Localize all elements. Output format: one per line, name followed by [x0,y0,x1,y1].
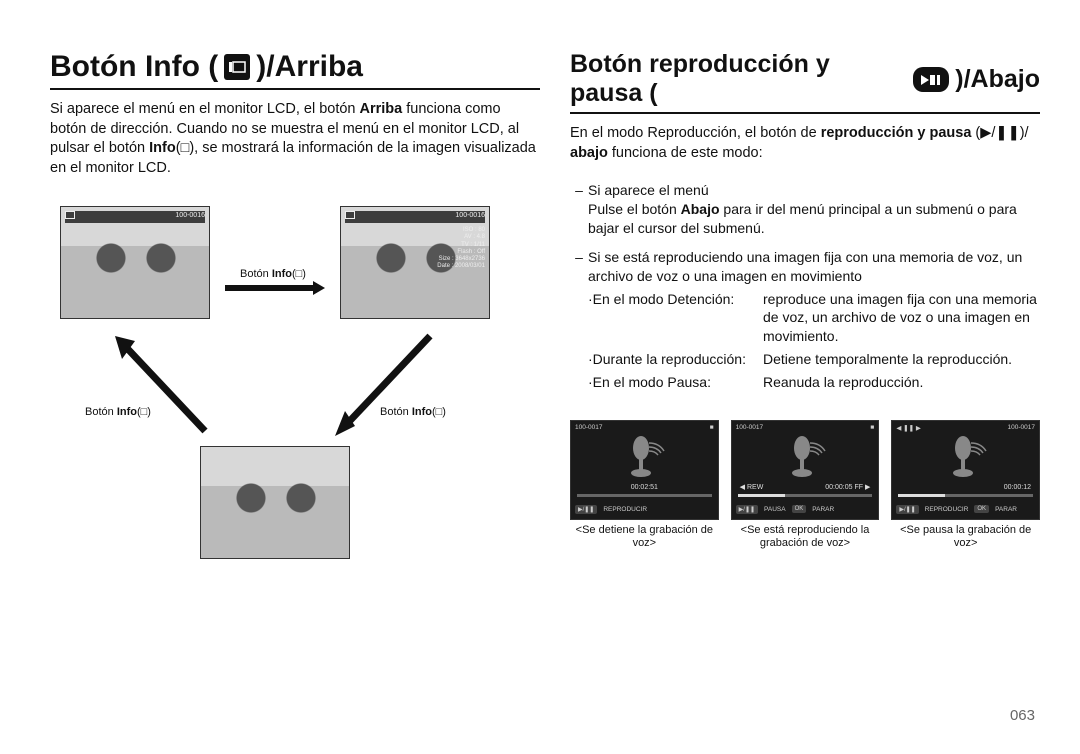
footer-text: PARAR [812,506,834,513]
info-display-icon [224,54,250,80]
thumb-basic-overlay: 100-0016 [60,206,210,319]
voice-screen: 100-0017 ■ ◀ REW 00:00:05 FF ▶ ▶/❚❚ PAUS… [731,420,880,520]
bullet1-line2: Pulse el botón Abajo para ir del menú pr… [588,200,1040,238]
mode-stop-label: ·En el modo Detención: [588,290,763,347]
voice-footer: ▶/❚❚ PAUSA OK PARAR [736,503,875,515]
right-column: Botón reproducción y pausa ( )/Abajo En … [570,50,1040,724]
footer-text: REPRODUCIR [925,506,969,513]
voice-box-stopped: 100-0017 ■ 00:02:51 ▶/❚❚ REPRODUCIR <Se … [570,420,719,550]
play-pause-chip: ▶/❚❚ [896,505,918,514]
arrow-label-3: Botón Info(□) [380,406,446,418]
thumb-header: 100-0016 [345,209,485,221]
bullet-list: – Si aparece el menú Pulse el botón Abaj… [570,181,1040,402]
thumb-header: 100-0016 [65,209,205,221]
voice-screen: ◀ ❚❚ ▶ 100-0017 00:00:12 ▶/❚❚ REPRODUCIR… [891,420,1040,520]
progress-bar [898,494,1033,497]
ok-chip: OK [974,505,989,513]
progress-bar [738,494,873,497]
left-intro: Si aparece el menú en el monitor LCD, el… [50,100,540,178]
footer-text: PAUSA [764,506,786,513]
page-layout: Botón Info ( )/Arriba Si aparece el menú… [50,50,1040,724]
bullet-item-1: – Si aparece el menú Pulse el botón Abaj… [570,181,1040,238]
microphone-icon [619,433,669,483]
voice-box-playing: 100-0017 ■ ◀ REW 00:00:05 FF ▶ ▶/❚❚ PAUS… [731,420,880,550]
title-text-post: )/Abajo [955,65,1040,94]
title-text-pre: Botón Info ( [50,50,218,84]
bullet1-line1: Si aparece el menú [588,181,1040,200]
title-text-post: )/Arriba [256,50,363,84]
mode-stop-row: ·En el modo Detención: reproduce una ima… [588,290,1040,347]
voice-caption: <Se detiene la grabación de voz> [570,524,719,550]
bullet-item-2: – Si se está reproduciendo una imagen fi… [570,248,1040,392]
ok-chip: OK [792,505,807,513]
voice-box-paused: ◀ ❚❚ ▶ 100-0017 00:00:12 ▶/❚❚ REPRODUCIR… [891,420,1040,550]
play-mode-icon [65,211,75,219]
thumb-no-overlay [200,446,350,559]
thumb-detail-lines: ISO : 80AV : 4.8TV : 1/11Flash : OffSize… [437,227,485,270]
play-pause-icon [913,67,949,92]
microphone-icon [941,433,991,483]
info-cycle-diagram: 100-0016 100-0016 ISO : 80AV : 4.8TV : 1… [50,196,540,596]
time-right: 00:00:05 FF ▶ [825,483,870,491]
mode-play-value: Detiene temporalmente la reproducción. [763,350,1040,369]
dash-icon: – [570,181,588,238]
mode-pause-row: ·En el modo Pausa: Reanuda la reproducci… [588,373,1040,392]
thumb-counter: 100-0016 [455,212,485,219]
mode-play-row: ·Durante la reproducción: Detiene tempor… [588,350,1040,369]
arrow-right-icon [225,281,325,295]
play-mode-icon [345,211,355,219]
mode-pause-label: ·En el modo Pausa: [588,373,763,392]
time-center: 00:02:51 [631,484,658,491]
arrow-diag-up-icon [110,331,220,441]
bullet2-line1: Si se está reproduciendo una imagen fija… [588,248,1040,286]
microphone-icon [780,433,830,483]
voice-caption: <Se está reproduciendo la grabación de v… [731,524,880,550]
right-title: Botón reproducción y pausa ( )/Abajo [570,50,1040,114]
mode-pause-value: Reanuda la reproducción. [763,373,1040,392]
title-text-pre: Botón reproducción y pausa ( [570,50,907,108]
voice-recording-row: 100-0017 ■ 00:02:51 ▶/❚❚ REPRODUCIR <Se … [570,420,1040,550]
voice-screen: 100-0017 ■ 00:02:51 ▶/❚❚ REPRODUCIR [570,420,719,520]
voice-caption: <Se pausa la grabación de voz> [891,524,1040,550]
time-right: 00:00:12 [1004,484,1031,491]
footer-text: REPRODUCIR [603,506,647,513]
voice-footer: ▶/❚❚ REPRODUCIR [575,503,714,515]
dash-icon: – [570,248,588,392]
left-title: Botón Info ( )/Arriba [50,50,540,90]
thumb-detail-overlay: 100-0016 ISO : 80AV : 4.8TV : 1/11Flash … [340,206,490,319]
mode-stop-value: reproduce una imagen fija con una memori… [763,290,1040,347]
play-pause-chip: ▶/❚❚ [736,505,758,514]
play-pause-chip: ▶/❚❚ [575,505,597,514]
left-column: Botón Info ( )/Arriba Si aparece el menú… [50,50,540,724]
arrow-label-2: Botón Info(□) [85,406,151,418]
page-number: 063 [1010,707,1035,724]
mode-play-label: ·Durante la reproducción: [588,350,763,369]
arrow-diag-down-icon [330,331,440,441]
thumb-counter: 100-0016 [175,212,205,219]
footer-text: PARAR [995,506,1017,513]
right-intro: En el modo Reproducción, el botón de rep… [570,124,1040,163]
time-left: ◀ REW [740,483,764,491]
voice-footer: ▶/❚❚ REPRODUCIR OK PARAR [896,503,1035,515]
arrow-label-1: Botón Info(□) [240,268,306,280]
progress-bar [577,494,712,497]
